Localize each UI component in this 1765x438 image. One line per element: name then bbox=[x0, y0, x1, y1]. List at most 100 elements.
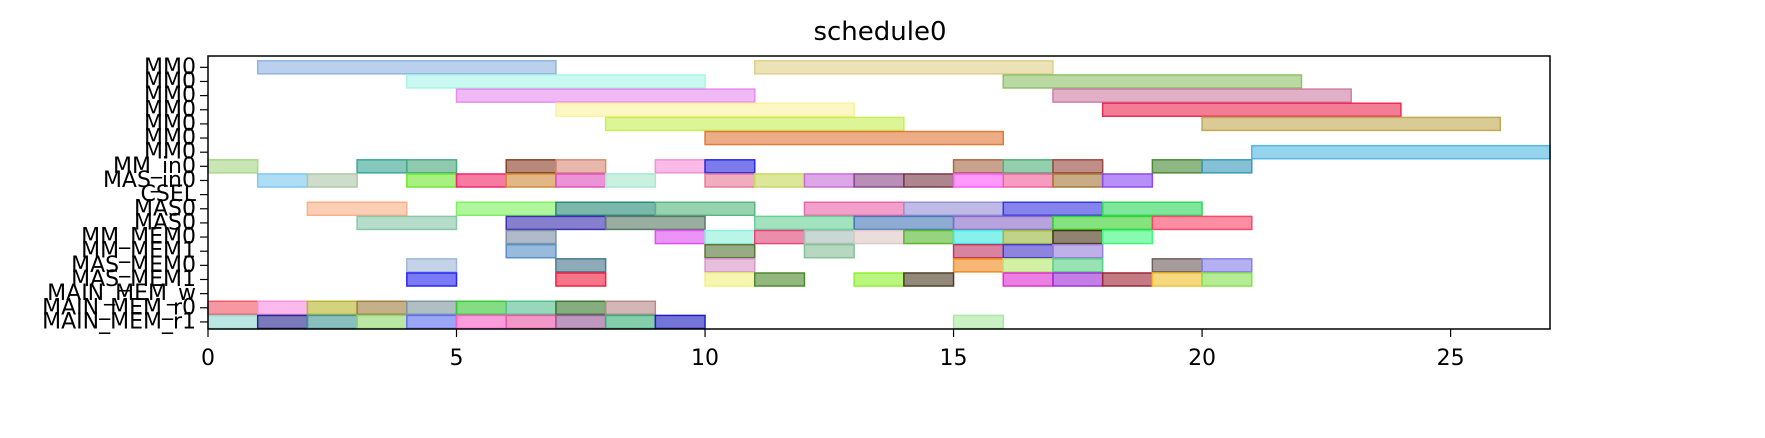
task-bar-41 bbox=[455, 201, 557, 217]
task-bar-70 bbox=[952, 243, 1005, 259]
x-tick-label-5: 25 bbox=[1437, 346, 1465, 371]
y-tick-label-4: MM0 bbox=[144, 111, 196, 136]
y-tick-label-9: CSEL bbox=[141, 182, 197, 207]
y-tick-label-14: MAS_MEM0 bbox=[71, 253, 196, 278]
task-bar-44 bbox=[803, 201, 905, 217]
y-tick-label-11: MAS0 bbox=[134, 210, 196, 235]
task-bar-90 bbox=[1151, 272, 1203, 287]
task-bar-69 bbox=[803, 243, 855, 259]
y-tick-label-10: MAS0 bbox=[134, 196, 196, 221]
task-bar-104 bbox=[356, 314, 408, 330]
task-bar-55 bbox=[1151, 215, 1253, 231]
task-bar-6 bbox=[555, 102, 855, 118]
task-bar-108 bbox=[555, 314, 607, 330]
task-bar-92 bbox=[207, 300, 259, 316]
x-tick-label-0: 0 bbox=[201, 346, 215, 371]
task-bar-64 bbox=[1002, 229, 1054, 245]
y-tick-label-17: MAIN_MEM_r0 bbox=[42, 295, 196, 320]
task-bar-91 bbox=[1201, 272, 1253, 287]
task-bar-81 bbox=[406, 272, 458, 287]
x-axis: 0 5 10 15 20 25 bbox=[201, 329, 1465, 371]
task-bar-71 bbox=[1002, 243, 1054, 259]
task-bar-86 bbox=[903, 272, 955, 287]
y-tick-label-8: MAS_in0 bbox=[103, 168, 196, 193]
task-bar-106 bbox=[455, 314, 507, 330]
task-bar-105 bbox=[406, 314, 458, 330]
y-tick-label-15: MAS_MEM1 bbox=[71, 267, 196, 292]
task-bar-63 bbox=[952, 229, 1005, 245]
task-bar-13 bbox=[356, 159, 408, 174]
task-bar-40 bbox=[306, 201, 408, 217]
task-bar-46 bbox=[1002, 201, 1104, 217]
x-tick-label-1: 5 bbox=[450, 346, 464, 371]
task-bar-11 bbox=[1251, 144, 1551, 160]
task-bar-54 bbox=[1052, 215, 1154, 231]
task-bar-109 bbox=[604, 314, 657, 330]
y-tick-label-1: MM0 bbox=[144, 69, 196, 94]
task-bar-107 bbox=[505, 314, 557, 330]
task-bar-37 bbox=[1002, 173, 1054, 188]
y-tick-label-13: MM_MEM1 bbox=[81, 239, 196, 264]
task-bar-102 bbox=[256, 314, 309, 330]
task-bar-89 bbox=[1101, 272, 1154, 287]
task-bar-8 bbox=[604, 116, 905, 132]
task-bar-42 bbox=[555, 201, 657, 217]
y-tick-label-3: MM0 bbox=[144, 97, 196, 122]
task-bar-57 bbox=[654, 229, 706, 245]
task-bar-56 bbox=[505, 229, 557, 245]
task-bar-28 bbox=[505, 173, 557, 188]
task-bar-29 bbox=[555, 173, 607, 188]
task-bar-23 bbox=[1201, 159, 1253, 174]
task-bar-48 bbox=[356, 215, 458, 231]
task-bar-98 bbox=[505, 300, 557, 316]
task-bar-97 bbox=[455, 300, 507, 316]
task-bar-47 bbox=[1101, 201, 1203, 217]
task-bar-51 bbox=[753, 215, 855, 231]
task-bar-35 bbox=[903, 173, 955, 188]
task-bar-61 bbox=[853, 229, 905, 245]
task-bar-10 bbox=[704, 130, 1005, 146]
task-bar-45 bbox=[903, 201, 1005, 217]
task-bar-39 bbox=[1101, 173, 1154, 188]
task-bar-19 bbox=[952, 159, 1005, 174]
task-bar-32 bbox=[753, 173, 806, 188]
task-bar-87 bbox=[1002, 272, 1054, 287]
task-bar-2 bbox=[406, 74, 706, 89]
task-bar-101 bbox=[207, 314, 259, 330]
x-tick-label-3: 15 bbox=[940, 346, 968, 371]
task-bar-30 bbox=[604, 173, 657, 188]
task-bar-88 bbox=[1052, 272, 1104, 287]
task-bar-1 bbox=[753, 60, 1054, 75]
task-bar-15 bbox=[505, 159, 557, 174]
task-bar-33 bbox=[803, 173, 855, 188]
task-bar-25 bbox=[306, 173, 358, 188]
task-bar-94 bbox=[306, 300, 358, 316]
task-bar-52 bbox=[853, 215, 955, 231]
y-tick-label-2: MM0 bbox=[144, 83, 196, 108]
task-bar-68 bbox=[704, 243, 756, 259]
task-bar-111 bbox=[952, 314, 1005, 330]
task-bar-34 bbox=[853, 173, 905, 188]
y-tick-label-16: MAIN_MEM_w bbox=[47, 281, 196, 306]
y-tick-label-6: MM0 bbox=[144, 140, 196, 165]
y-tick-label-7: MM_in0 bbox=[113, 154, 196, 179]
task-bar-73 bbox=[406, 258, 458, 273]
task-bar-62 bbox=[903, 229, 955, 245]
y-tick-label-12: MM_MEM0 bbox=[81, 225, 196, 250]
task-bar-66 bbox=[1101, 229, 1154, 245]
task-bar-50 bbox=[604, 215, 706, 231]
task-bar-18 bbox=[704, 159, 756, 174]
task-bar-7 bbox=[1101, 102, 1402, 118]
task-bars bbox=[207, 60, 1551, 330]
y-tick-label-0: MM0 bbox=[144, 55, 196, 80]
task-bar-77 bbox=[1002, 258, 1054, 273]
task-bar-12 bbox=[207, 159, 259, 174]
task-bar-74 bbox=[555, 258, 607, 273]
task-bar-78 bbox=[1052, 258, 1104, 273]
task-bar-24 bbox=[256, 173, 309, 188]
task-bar-83 bbox=[704, 272, 756, 287]
task-bar-36 bbox=[952, 173, 1005, 188]
x-tick-label-2: 10 bbox=[691, 346, 719, 371]
task-bar-9 bbox=[1201, 116, 1502, 132]
task-bar-110 bbox=[654, 314, 706, 330]
